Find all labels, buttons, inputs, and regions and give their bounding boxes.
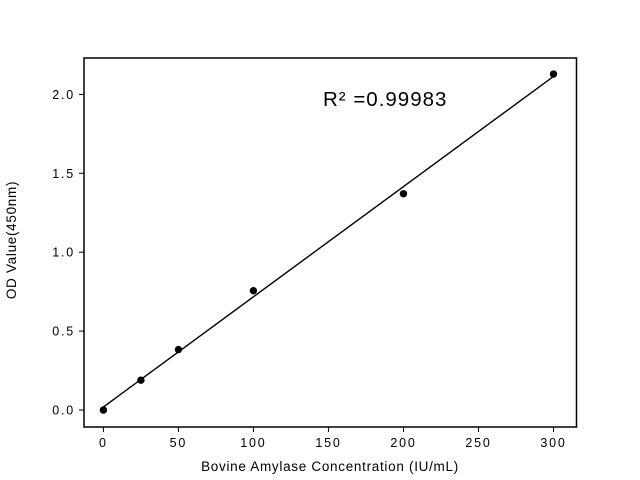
svg-text:250: 250 [465,436,491,450]
svg-text:2.0: 2.0 [52,88,75,102]
svg-text:50: 50 [170,436,188,450]
svg-text:200: 200 [390,436,416,450]
svg-text:0.0: 0.0 [52,404,75,418]
svg-text:Bovine Amylase Concentration (: Bovine Amylase Concentration (IU/mL) [201,459,459,474]
svg-text:1.0: 1.0 [52,246,75,260]
svg-text:OD Value(450nm): OD Value(450nm) [4,181,19,299]
svg-text:100: 100 [240,436,266,450]
svg-text:0.5: 0.5 [52,325,75,339]
svg-text:1.5: 1.5 [52,167,75,181]
svg-text:0: 0 [99,436,108,450]
svg-text:300: 300 [540,436,566,450]
svg-text:R² =0.99983: R² =0.99983 [323,88,447,111]
svg-text:150: 150 [315,436,341,450]
